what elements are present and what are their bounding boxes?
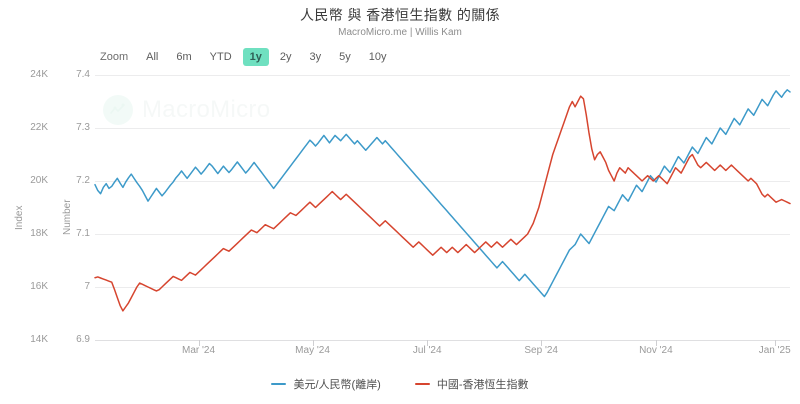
- y-axis-left-title: Index: [14, 205, 25, 230]
- zoom-button-3y[interactable]: 3y: [309, 51, 322, 63]
- zoom-button-ytd[interactable]: YTD: [209, 51, 232, 63]
- series-line-1: [94, 95, 791, 312]
- y-axis-right-tick: 7.4: [76, 69, 90, 80]
- gridline: [95, 75, 790, 76]
- zoom-button-5y[interactable]: 5y: [339, 51, 351, 63]
- gridline: [95, 234, 790, 235]
- series-line-0: [94, 89, 791, 298]
- zoom-button-1y[interactable]: 1y: [242, 48, 269, 66]
- x-axis-tick: [312, 340, 314, 346]
- y-axis-right-tick: 7.2: [76, 175, 90, 186]
- zoom-range-selector: Zoom All 6m YTD 1y 2y 3y 5y 10y: [100, 47, 398, 67]
- y-axis-left-tick: 14K: [30, 334, 48, 345]
- x-axis-tick: [541, 340, 543, 346]
- x-axis-tick-label: Mar '24: [182, 345, 216, 356]
- y-axis-left-tick: 16K: [30, 281, 48, 292]
- y-axis-right-tick: 7: [84, 281, 90, 292]
- zoom-button-6m[interactable]: 6m: [176, 51, 192, 63]
- legend-label-hsi: 中國-香港恆生指數: [436, 379, 529, 391]
- x-axis-tick-label: Nov '24: [639, 345, 673, 356]
- legend-label-usdcnh: 美元/人民幣(離岸): [293, 379, 381, 391]
- gridline: [95, 181, 790, 182]
- zoom-label: Zoom: [100, 51, 129, 63]
- y-axis-right-tick: 7.3: [76, 122, 90, 133]
- y-axis-right-tick: 6.9: [76, 334, 90, 345]
- x-axis-line: [95, 340, 790, 341]
- legend-item-hsi[interactable]: 中國-香港恆生指數: [414, 376, 529, 392]
- legend-swatch-hsi: [414, 383, 430, 385]
- y-axis-left-tick: 24K: [30, 69, 48, 80]
- zoom-button-all[interactable]: All: [146, 51, 159, 63]
- y-axis-right-tick: 7.1: [76, 228, 90, 239]
- y-axis-left-tick: 22K: [30, 122, 48, 133]
- x-axis-tick: [655, 340, 657, 346]
- x-axis-tick: [774, 340, 776, 346]
- series-layer: [94, 89, 791, 312]
- page-title: 人民幣 與 香港恒生指數 的關係: [299, 7, 501, 23]
- x-axis-tick-label: May '24: [295, 345, 330, 356]
- zoom-button-10y[interactable]: 10y: [368, 51, 387, 63]
- x-axis-tick: [198, 340, 200, 346]
- gridline: [95, 128, 790, 129]
- x-axis-tick: [427, 340, 429, 346]
- y-axis-left-tick: 18K: [30, 228, 48, 239]
- legend: 美元/人民幣(離岸) 中國-香港恆生指數: [0, 376, 800, 392]
- plot-area: [94, 75, 791, 340]
- x-axis-tick-label: Sep '24: [524, 345, 558, 356]
- chart-subtitle: MacroMicro.me | Willis Kam: [338, 27, 462, 38]
- x-axis-tick-label: Jul '24: [412, 345, 442, 356]
- y-axis-left-tick: 20K: [30, 175, 48, 186]
- x-axis-tick-label: Jan '25: [758, 345, 791, 356]
- legend-swatch-usdcnh: [271, 383, 287, 385]
- gridline: [95, 287, 790, 288]
- legend-item-usdcnh[interactable]: 美元/人民幣(離岸): [271, 376, 381, 392]
- zoom-button-2y[interactable]: 2y: [279, 51, 292, 63]
